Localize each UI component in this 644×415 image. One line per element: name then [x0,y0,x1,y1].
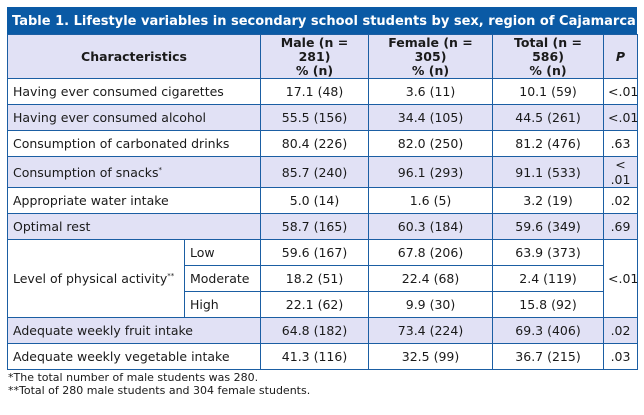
header-total: Total (n = 586)% (n) [492,34,605,79]
table-row: Optimal rest 58.7 (165) 60.3 (184) 59.6 … [6,213,639,240]
female-value: 67.8 (206) [368,239,494,266]
table-row-activity-high: High 22.1 (62) 9.9 (30) 15.8 (92) [8,291,638,318]
table-row: Consumption of snacks* 85.7 (240) 96.1 (… [6,156,639,188]
total-value: 59.6 (349) [492,213,605,240]
male-value: 41.3 (116) [260,343,370,370]
row-label: Having ever consumed cigarettes [6,78,262,105]
total-value: 81.2 (476) [492,130,605,157]
p-value: .63 [603,130,639,157]
p-value: < .01 [603,156,639,188]
header-row: Characteristics Male (n = 281)% (n) Fema… [6,34,639,79]
female-value: 9.9 (30) [368,291,494,318]
female-value: 32.5 (99) [368,343,494,370]
male-value: 5.0 (14) [260,187,370,214]
row-label: Optimal rest [6,213,262,240]
total-value: 2.4 (119) [492,265,605,292]
female-value: 34.4 (105) [368,104,494,131]
footnote: **Total of 280 male students and 304 fem… [8,384,311,397]
footnote: *The total number of male students was 2… [8,371,259,384]
male-value: 64.8 (182) [260,317,370,344]
activity-level: High [183,291,262,318]
header-total-label: Total (n = 586) [514,34,582,64]
total-value: 15.8 (92) [492,291,605,318]
header-male-label: Male (n = 281) [280,34,349,64]
row-label: Appropriate water intake [6,187,262,214]
table-row-activity-low: Level of physical activity** Low 59.6 (1… [7,239,638,318]
male-value: 59.6 (167) [260,239,370,266]
p-value: <.01 [603,104,638,131]
total-value: 63.9 (373) [492,239,605,266]
header-male: Male (n = 281)% (n) [260,34,370,79]
row-label: Adequate weekly fruit intake [6,317,262,344]
p-value: .02 [603,187,639,214]
header-p: P [603,34,639,79]
activity-level: Low [183,239,262,266]
female-value: 3.6 (11) [368,78,494,105]
female-value: 1.6 (5) [368,187,494,214]
row-label: Consumption of snacks [13,164,159,180]
female-value: 22.4 (68) [368,265,494,292]
total-value: 36.7 (215) [492,343,605,370]
table-row: Adequate weekly vegetable intake 41.3 (1… [6,343,639,370]
table-row: Having ever consumed cigarettes 17.1 (48… [6,78,638,105]
physical-activity-label-cell: Level of physical activity** [7,239,185,318]
male-value: 17.1 (48) [260,78,370,105]
header-female-label: Female (n = 305) [388,34,473,64]
p-value: .02 [603,317,639,344]
female-value: 60.3 (184) [368,213,494,240]
total-value: 91.1 (533) [492,156,605,188]
total-value: 3.2 (19) [492,187,605,214]
header-characteristics: Characteristics [6,34,262,79]
male-value: 58.7 (165) [260,213,370,240]
table-row: Adequate weekly fruit intake 64.8 (182) … [6,317,639,344]
row-label-cell: Consumption of snacks* [6,156,262,188]
header-female-unit: % (n) [411,62,450,78]
total-value: 10.1 (59) [492,78,605,105]
female-value: 96.1 (293) [368,156,494,188]
footnotes: *The total number of male students was 2… [7,371,637,397]
total-value: 44.5 (261) [492,104,605,131]
p-value: .69 [603,213,639,240]
table-row-activity-moderate: Moderate 18.2 (51) 22.4 (68) 2.4 (119) [8,265,638,292]
row-label: Consumption of carbonated drinks [6,130,262,157]
p-value: <.01 [603,239,638,318]
table-row: Appropriate water intake 5.0 (14) 1.6 (5… [6,187,639,214]
lifestyle-table: Characteristics Male (n = 281)% (n) Fema… [6,34,639,370]
male-value: 85.7 (240) [260,156,370,188]
activity-level: Moderate [183,265,262,292]
table-container: Table 1. Lifestyle variables in secondar… [6,7,644,397]
total-value: 69.3 (406) [492,317,605,344]
physical-activity-label: Level of physical activity [13,271,168,286]
row-label: Having ever consumed alcohol [6,104,262,131]
p-value: <.01 [603,78,638,105]
table-title: Table 1. Lifestyle variables in secondar… [7,7,644,34]
male-value: 55.5 (156) [260,104,370,131]
p-value: .03 [603,343,639,370]
table-row: Having ever consumed alcohol 55.5 (156) … [6,104,638,131]
row-label: Adequate weekly vegetable intake [6,343,262,370]
female-value: 82.0 (250) [368,130,494,157]
header-total-unit: % (n) [529,62,567,78]
footnote-marker: * [158,165,163,174]
male-value: 18.2 (51) [260,265,370,292]
female-value: 73.4 (224) [368,317,494,344]
table-row: Consumption of carbonated drinks 80.4 (2… [6,130,639,157]
header-male-unit: % (n) [295,62,334,78]
header-female: Female (n = 305)% (n) [368,34,494,79]
male-value: 22.1 (62) [260,291,370,318]
male-value: 80.4 (226) [260,130,370,157]
footnote-marker: ** [167,272,175,280]
